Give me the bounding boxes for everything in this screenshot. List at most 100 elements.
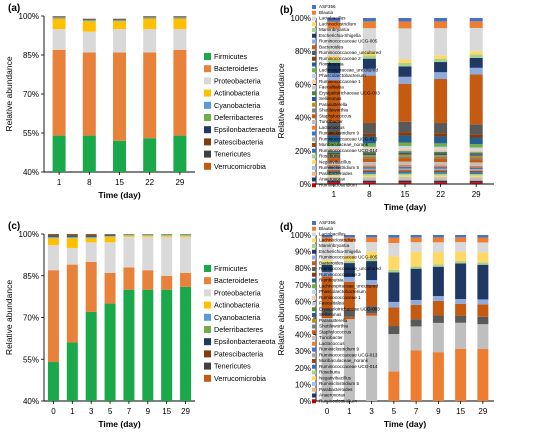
bar-segment — [399, 146, 412, 148]
legend-swatch — [312, 256, 316, 260]
bar-segment — [161, 235, 172, 236]
bar-segment — [411, 252, 422, 266]
legend-label: Ruminococcaceae 2 — [319, 56, 361, 61]
legend-swatch — [312, 166, 316, 170]
bar-segment — [67, 234, 78, 235]
bar-segment — [399, 122, 412, 132]
legend-label: Cyanobacteria — [214, 101, 260, 110]
bar-segment — [470, 162, 483, 165]
bar-segment — [86, 236, 97, 237]
bar-segment — [434, 123, 447, 133]
bar-segment — [142, 270, 153, 289]
legend-swatch — [312, 394, 316, 398]
bar-segment — [399, 132, 412, 135]
x-tick-label: 15 — [115, 178, 124, 187]
bar-segment — [142, 234, 153, 235]
legend-label: Lactobacillus — [319, 232, 346, 237]
legend-label: Muribaculaceae_norank — [319, 142, 369, 147]
bar-segment — [477, 262, 488, 264]
bar-segment — [455, 242, 466, 251]
bar-segment — [399, 170, 412, 172]
bar-segment — [399, 179, 412, 181]
legend-label: Verrucomicrobia — [214, 374, 266, 383]
bar-segment — [86, 237, 97, 238]
bar-segment — [434, 59, 447, 62]
bar-segment — [161, 276, 172, 290]
bar-segment — [173, 19, 186, 29]
legend-label: Deferribacteres — [214, 325, 264, 334]
x-tick-label: 8 — [87, 178, 92, 187]
bar-segment — [366, 237, 377, 242]
x-tick-label: 29 — [478, 407, 487, 416]
y-tick-label: 40% — [295, 114, 311, 123]
bar-segment — [48, 245, 59, 270]
bar-segment — [470, 176, 483, 178]
legend-swatch — [312, 91, 316, 95]
bar-segment — [161, 235, 172, 236]
x-tick-label: 29 — [181, 407, 190, 416]
y-tick-label: 80% — [295, 264, 311, 273]
bar-segment — [48, 237, 59, 238]
legend-swatch — [312, 74, 316, 78]
legend-swatch — [204, 102, 211, 109]
bar-segment — [470, 159, 483, 162]
x-tick-label: 5 — [108, 407, 113, 416]
legend-label: Faecalitalea — [319, 85, 344, 90]
bar-segment — [142, 235, 153, 236]
legend-label: Turicibacter — [319, 335, 343, 340]
bar-segment — [67, 343, 78, 401]
bar-segment — [363, 169, 376, 171]
legend-label: Bacteroides — [319, 260, 344, 265]
bar-segment — [388, 307, 399, 326]
bar-segment — [83, 21, 96, 31]
bar-segment — [67, 238, 78, 248]
bar-segment — [399, 66, 412, 76]
legend-swatch — [312, 51, 316, 55]
legend-swatch — [312, 273, 316, 277]
y-tick-label: 70% — [23, 314, 39, 323]
x-tick-label: 1 — [347, 407, 352, 416]
x-tick-label: 9 — [146, 407, 151, 416]
bar-segment — [399, 165, 412, 167]
bar-segment — [142, 235, 153, 236]
legend-swatch — [312, 63, 316, 67]
legend-label: Deferribacteres — [214, 113, 264, 122]
bar-segment — [123, 290, 134, 401]
bar-segment — [53, 136, 66, 172]
bar-segment — [470, 58, 483, 68]
legend-swatch — [312, 17, 316, 21]
y-tick-label: 55% — [23, 129, 39, 138]
legend-swatch — [312, 5, 316, 9]
legend-swatch — [204, 289, 211, 296]
bar-segment — [399, 153, 412, 155]
bar-segment — [161, 237, 172, 276]
legend-label: Proteobacteria — [214, 76, 261, 85]
x-tick-label: 22 — [436, 190, 445, 199]
x-tick-label: 1 — [332, 190, 337, 199]
legend-label: Erysipelotrichaceae UCG-003 — [319, 306, 380, 311]
legend-label: Anaerovorax — [319, 177, 346, 182]
bar-segment — [113, 141, 126, 172]
bar-segment — [86, 234, 97, 235]
legend-swatch — [204, 90, 211, 97]
legend-label: Parabacteroides — [319, 387, 353, 392]
bar-segment — [86, 238, 97, 242]
y-tick-label: 100% — [19, 12, 39, 21]
bar-segment — [363, 172, 376, 174]
bar-segment — [143, 17, 156, 18]
x-tick-label: 15 — [162, 407, 171, 416]
legend-swatch — [312, 313, 316, 317]
bar-segment — [411, 319, 422, 326]
legend-swatch — [204, 65, 211, 72]
bar-segment — [105, 242, 116, 273]
x-tick-label: 15 — [401, 190, 410, 199]
y-tick-label: 60% — [295, 297, 311, 306]
legend-swatch — [312, 267, 316, 271]
bar-segment — [388, 334, 399, 371]
legend-label: Patescibacteria — [214, 137, 263, 146]
legend-swatch — [312, 149, 316, 153]
bar-segment — [399, 63, 412, 66]
